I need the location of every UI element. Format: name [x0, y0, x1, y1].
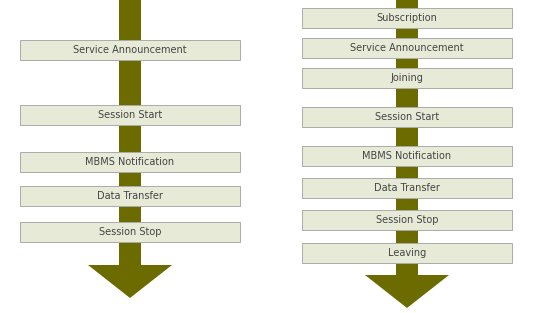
Text: Session Start: Session Start: [98, 110, 162, 120]
Text: Data Transfer: Data Transfer: [97, 191, 163, 201]
Text: Subscription: Subscription: [376, 13, 437, 23]
Text: Service Announcement: Service Announcement: [350, 43, 464, 53]
Bar: [302, 243, 512, 263]
Text: Leaving: Leaving: [388, 248, 426, 258]
Bar: [20, 152, 240, 172]
Bar: [20, 222, 240, 242]
Text: Joining: Joining: [391, 73, 423, 83]
Polygon shape: [88, 265, 172, 298]
Bar: [302, 107, 512, 127]
Bar: [20, 105, 240, 125]
Bar: [302, 210, 512, 230]
Polygon shape: [365, 275, 449, 308]
Bar: [302, 38, 512, 58]
Text: Session Stop: Session Stop: [376, 215, 438, 225]
Bar: [119, 0, 141, 265]
Text: Session Start: Session Start: [375, 112, 439, 122]
Text: MBMS Notification: MBMS Notification: [85, 157, 175, 167]
Bar: [302, 8, 512, 28]
Bar: [302, 178, 512, 198]
Bar: [396, 0, 418, 275]
Bar: [302, 68, 512, 88]
Text: Service Announcement: Service Announcement: [73, 45, 187, 55]
Bar: [20, 186, 240, 206]
Text: Data Transfer: Data Transfer: [374, 183, 440, 193]
Text: MBMS Notification: MBMS Notification: [362, 151, 452, 161]
Bar: [20, 40, 240, 60]
Bar: [302, 146, 512, 166]
Text: Session Stop: Session Stop: [99, 227, 161, 237]
